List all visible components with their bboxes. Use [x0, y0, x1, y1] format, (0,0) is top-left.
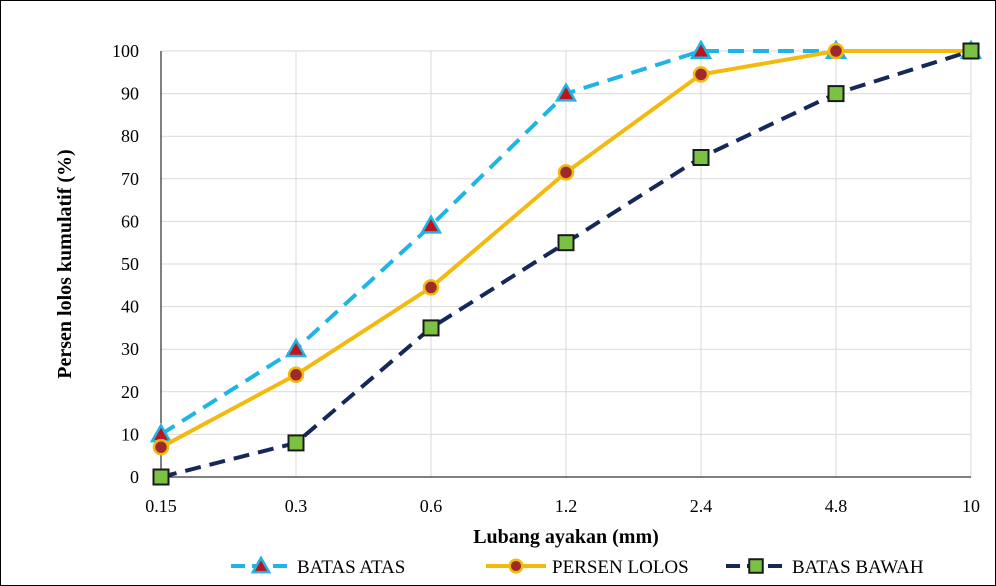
- x-tick-label: 0.3: [285, 496, 308, 516]
- gridlines: [160, 50, 972, 478]
- legend: BATAS ATAS PERSEN LOLOS BATAS BAWAH: [231, 555, 924, 578]
- marker-triangle: [284, 337, 308, 358]
- y-tick-label: 40: [121, 297, 139, 317]
- marker-circle: [287, 366, 305, 384]
- series-persen-lolos: [152, 42, 980, 456]
- legend-item: BATAS BAWAH: [726, 557, 924, 578]
- legend-label: PERSEN LOLOS: [552, 557, 689, 578]
- x-tick-label: 0.6: [420, 496, 443, 516]
- x-tick-label: 2.4: [690, 496, 713, 516]
- y-tick-label: 0: [130, 467, 139, 487]
- y-tick-label: 60: [121, 211, 139, 231]
- marker-circle: [422, 279, 440, 296]
- marker-square: [422, 319, 440, 337]
- marker-square: [962, 42, 980, 60]
- marker-circle: [152, 438, 170, 456]
- marker-triangle: [689, 39, 713, 59]
- marker-square: [748, 558, 764, 574]
- y-tick-label: 90: [121, 84, 139, 104]
- marker-triangle: [149, 422, 173, 443]
- x-tick-label: 4.8: [825, 496, 848, 516]
- series-group: [149, 39, 983, 486]
- marker-square: [287, 434, 305, 452]
- marker-triangle: [250, 555, 272, 574]
- marker-square: [152, 468, 170, 486]
- y-tick-label: 30: [121, 339, 139, 359]
- legend-item: BATAS ATAS: [231, 555, 405, 578]
- marker-triangle: [419, 214, 443, 234]
- y-tick-label: 80: [121, 126, 139, 146]
- series-batas-bawah: [152, 42, 980, 486]
- y-tick-labels: 0 10 20 30 40 50 60 70 80 90 100: [112, 41, 139, 487]
- legend-label: BATAS ATAS: [297, 557, 405, 578]
- y-tick-label: 50: [121, 254, 139, 274]
- marker-circle: [827, 42, 845, 60]
- axes: [160, 51, 971, 478]
- marker-circle: [557, 164, 575, 181]
- y-tick-label: 100: [112, 41, 139, 61]
- x-axis-title: Lubang ayakan (mm): [473, 526, 659, 548]
- legend-label: BATAS BAWAH: [792, 557, 924, 578]
- marker-triangle: [554, 82, 578, 102]
- y-tick-label: 10: [121, 424, 139, 444]
- y-tick-label: 70: [121, 169, 139, 189]
- x-tick-label: 0.15: [145, 496, 177, 516]
- marker-circle: [508, 558, 524, 574]
- marker-square: [827, 85, 845, 103]
- x-tick-label: 10: [962, 496, 980, 516]
- marker-square: [557, 234, 575, 252]
- y-axis-title: Persen lolos kumulatif (%): [54, 149, 76, 378]
- marker-circle: [692, 66, 710, 83]
- legend-item: PERSEN LOLOS: [486, 557, 689, 578]
- x-tick-label: 1.2: [555, 496, 578, 516]
- marker-square: [692, 149, 710, 166]
- x-tick-labels: 0.15 0.3 0.6 1.2 2.4 4.8 10: [145, 496, 980, 516]
- y-tick-label: 20: [121, 382, 139, 402]
